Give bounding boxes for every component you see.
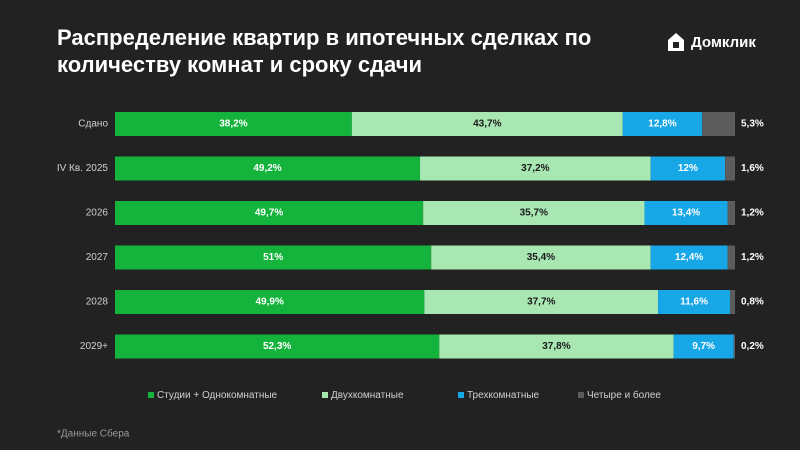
bar-segment: [727, 245, 735, 270]
y-tick-label: 2026: [86, 208, 109, 219]
value-label: 37,8%: [542, 341, 570, 352]
footnote: *Данные Сбера: [57, 428, 130, 440]
bar-segment: [115, 156, 421, 181]
bar-segment: [423, 201, 645, 225]
value-label: 0,2%: [741, 341, 764, 352]
value-label: 51%: [263, 252, 283, 263]
value-label: 1,2%: [741, 252, 764, 263]
legend-marker: [458, 392, 464, 398]
bar-segment: [115, 245, 432, 270]
value-label: 12,4%: [675, 252, 703, 263]
bar-segment: [420, 156, 651, 181]
value-label: 49,9%: [256, 297, 284, 308]
value-label: 35,4%: [527, 252, 555, 263]
logo: Домклик: [666, 31, 756, 53]
bar-segment: [622, 112, 703, 136]
y-tick-label: Сдано: [78, 119, 108, 130]
value-label: 0,8%: [741, 297, 764, 308]
bar-segment: [730, 290, 735, 314]
bar-segment: [431, 245, 651, 270]
bar-segment: [424, 290, 659, 314]
legend-label: Трехкомнатные: [467, 390, 540, 401]
value-label: 38,2%: [219, 119, 247, 130]
bar-segment: [115, 334, 440, 359]
value-label: 37,7%: [527, 297, 555, 308]
bar-segment: [725, 156, 735, 181]
bar-segment: [658, 290, 731, 314]
value-label: 12%: [678, 163, 698, 174]
value-label: 13,4%: [672, 208, 700, 219]
legend-label: Двухкомнатные: [331, 390, 404, 401]
bar-segment: [673, 334, 734, 359]
legend-marker: [322, 392, 328, 398]
y-tick-label: 2029+: [80, 341, 108, 352]
logo-icon: [668, 33, 684, 51]
bar-segment: [439, 334, 674, 359]
legend-marker: [148, 392, 154, 398]
bar-segment: [115, 201, 424, 225]
value-label: 11,6%: [680, 297, 708, 308]
value-label: 49,2%: [253, 163, 281, 174]
chart-title: Распределение квартир в ипотечных сделка…: [57, 25, 592, 77]
y-tick-label: IV Кв. 2025: [57, 163, 109, 174]
legend-label: Четыре и более: [587, 389, 661, 401]
y-tick-label: 2027: [86, 252, 109, 263]
bar-segment: [115, 290, 425, 314]
brand: Домклик: [691, 33, 756, 51]
bar-segment: [733, 334, 735, 359]
value-label: 35,7%: [520, 208, 548, 219]
bar-segment: [115, 112, 352, 136]
bar-segment: [702, 112, 735, 136]
value-label: 37,2%: [521, 163, 549, 174]
legend-marker: [578, 392, 584, 398]
value-label: 49,7%: [255, 208, 283, 219]
value-label: 1,6%: [741, 163, 764, 174]
bar-segment: [650, 245, 728, 270]
value-label: 1,2%: [741, 208, 764, 219]
value-label: 5,3%: [741, 119, 764, 130]
bar-segment: [644, 201, 728, 225]
bar-segment: [650, 156, 726, 181]
legend-label: Студии + Однокомнатные: [157, 390, 278, 401]
y-tick-label: 2028: [86, 297, 109, 308]
value-label: 9,7%: [692, 341, 715, 352]
value-label: 43,7%: [473, 119, 501, 130]
bar-segment: [351, 112, 623, 136]
bar-segment: [727, 201, 735, 225]
value-label: 12,8%: [648, 119, 676, 130]
value-label: 52,3%: [263, 341, 291, 352]
